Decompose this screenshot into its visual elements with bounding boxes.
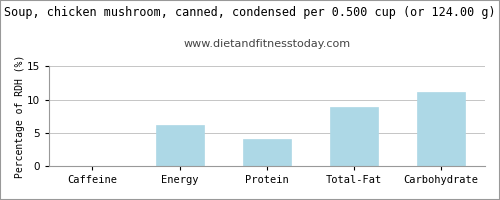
Y-axis label: Percentage of RDH (%): Percentage of RDH (%) [15,55,25,178]
Title: www.dietandfitnesstoday.com: www.dietandfitnesstoday.com [184,39,350,49]
Text: Soup, chicken mushroom, canned, condensed per 0.500 cup (or 124.00 g): Soup, chicken mushroom, canned, condense… [4,6,496,19]
Bar [417,92,465,166]
Bar [330,107,378,166]
Bar [243,139,291,166]
Bar [156,125,204,166]
